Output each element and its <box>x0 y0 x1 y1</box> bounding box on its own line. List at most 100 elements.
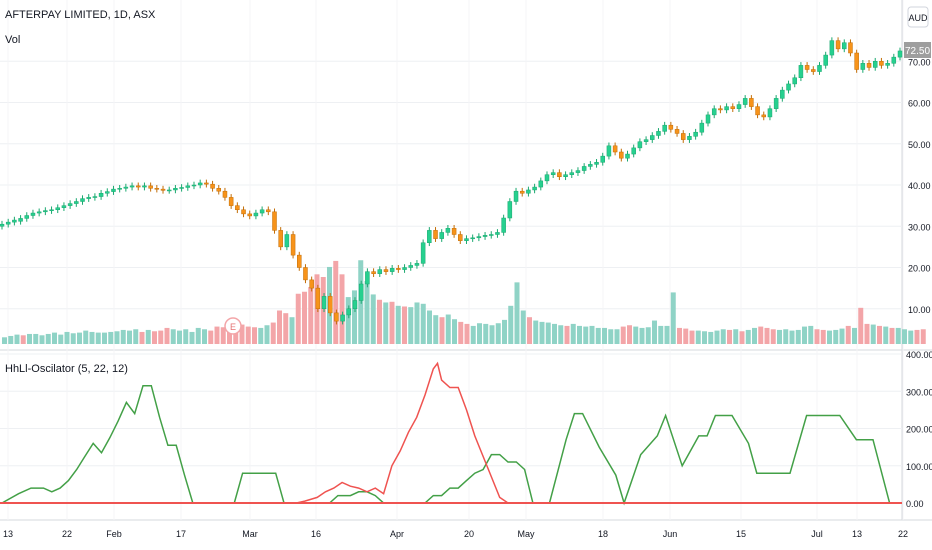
candle-body <box>519 190 525 194</box>
candle-body <box>563 174 568 177</box>
volume-bar <box>727 329 732 344</box>
candle-body <box>544 174 550 182</box>
candle-body <box>687 136 692 140</box>
volume-bar <box>527 317 532 344</box>
price-tick-label: 30.00 <box>908 222 931 232</box>
candle-body <box>619 151 624 159</box>
volume-bar <box>752 327 757 344</box>
volume-bar <box>820 329 826 344</box>
volume-bar <box>83 330 89 344</box>
volume-bar <box>245 326 251 344</box>
volume-bar <box>758 326 764 344</box>
candle-body <box>588 164 593 167</box>
volume-bar <box>808 325 814 344</box>
candle-body <box>321 296 327 309</box>
candle-body <box>439 232 444 239</box>
volume-bar <box>364 281 370 344</box>
time-tick-label: 16 <box>311 529 321 539</box>
time-tick-label: Mar <box>242 529 258 539</box>
volume-bar <box>733 329 739 344</box>
volume-bar <box>302 291 307 344</box>
volume-bar <box>277 310 282 344</box>
volume-bar <box>908 330 914 344</box>
volume-bar <box>420 303 426 344</box>
volume-bar <box>452 319 457 344</box>
candle-body <box>105 191 110 194</box>
oscillator-tick-label: 100.00 <box>906 462 932 472</box>
volume-bar <box>714 330 720 344</box>
volume-bar <box>270 322 276 344</box>
earnings-marker[interactable]: E <box>224 317 242 335</box>
volume-bar <box>545 322 551 344</box>
volume-bar <box>164 327 170 344</box>
candle-body <box>272 211 277 231</box>
candle-body <box>507 201 513 219</box>
price-tick-label: 50.00 <box>908 140 931 150</box>
candle-body <box>879 61 884 66</box>
volume-bar <box>627 325 632 344</box>
candle-body <box>67 203 73 206</box>
candle-body <box>550 172 556 175</box>
candle-body <box>303 267 308 281</box>
candle-body <box>569 172 575 175</box>
candle-body <box>773 98 779 109</box>
candle-body <box>86 197 91 199</box>
volume-bar <box>20 335 26 344</box>
candle-body <box>55 207 60 210</box>
volume-bar <box>677 327 682 344</box>
volume-bar <box>183 329 189 344</box>
last-price-badge <box>904 42 931 58</box>
candle-body <box>352 300 358 309</box>
oscillator-tick-label: 0.00 <box>906 499 924 509</box>
candle-body <box>501 217 506 233</box>
candle-body <box>730 106 736 109</box>
volume-bar <box>314 274 320 344</box>
volume-bar <box>352 290 357 344</box>
candle-body <box>711 108 717 116</box>
volume-bar <box>427 310 432 344</box>
candle-body <box>297 254 302 268</box>
volume-bar <box>395 305 401 344</box>
candle-body <box>489 234 494 236</box>
candle-body <box>284 234 290 248</box>
volume-bar <box>764 327 770 344</box>
candle-body <box>581 166 587 171</box>
candle-body <box>526 189 531 194</box>
candle-body <box>408 265 413 268</box>
volume-bar <box>558 325 564 344</box>
candle-body <box>142 185 147 188</box>
chart-title: AFTERPAY LIMITED, 1D, ASX <box>5 9 156 21</box>
candle-body <box>736 104 742 109</box>
candle-body <box>643 139 649 142</box>
candle-body <box>786 83 791 91</box>
candle-body <box>854 52 859 70</box>
currency-button[interactable] <box>907 6 929 28</box>
candle-body <box>495 232 500 235</box>
volume-bar <box>195 327 201 344</box>
volume-bar <box>208 330 214 344</box>
volume-bar <box>377 299 382 344</box>
candle-body <box>396 268 401 270</box>
volume-bar <box>64 331 70 344</box>
candle-body <box>80 198 85 202</box>
volume-bar <box>783 329 789 344</box>
volume-bar <box>889 327 895 344</box>
volume-bar <box>639 327 645 344</box>
candle-body <box>36 211 42 214</box>
volume-bar <box>827 330 832 344</box>
candle-body <box>266 209 271 213</box>
candle-body <box>513 190 519 202</box>
candle-body <box>680 133 686 140</box>
time-tick-label: May <box>517 529 535 539</box>
volume-bar <box>58 334 64 344</box>
candle-body <box>848 42 853 54</box>
candle-body <box>253 212 259 217</box>
candle-body <box>897 50 903 58</box>
candle-body <box>668 124 674 130</box>
volume-bar <box>414 302 420 344</box>
price-tick-label: 20.00 <box>908 264 931 274</box>
candle-body <box>12 219 17 223</box>
volume-bar <box>402 306 407 344</box>
volume-bar <box>458 321 464 344</box>
